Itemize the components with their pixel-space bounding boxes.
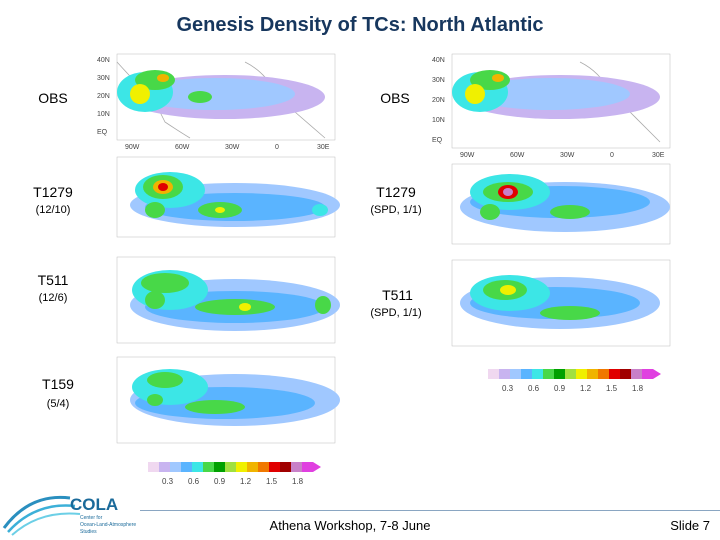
svg-text:90W: 90W bbox=[460, 152, 475, 159]
map-obs-left: 40N 30N 20N 10N EQ 90W 60W 30W 0 30E bbox=[97, 53, 336, 151]
svg-text:30N: 30N bbox=[432, 77, 445, 84]
colorbar-cell bbox=[302, 462, 313, 472]
colorbar-cell bbox=[247, 462, 258, 472]
map-t511-left bbox=[116, 256, 340, 344]
colorbar-cell bbox=[510, 369, 521, 379]
colorbar-left: 0.3 0.6 0.9 1.2 1.5 1.8 bbox=[148, 462, 321, 486]
panel-sub-t511-right: (SPD, 1/1) bbox=[370, 307, 422, 319]
svg-text:60W: 60W bbox=[175, 144, 190, 151]
colorbar-cell bbox=[565, 369, 576, 379]
panel-label-t159: T159 bbox=[42, 376, 74, 392]
svg-text:0: 0 bbox=[610, 152, 614, 159]
panel-label-t1279-left: T1279 bbox=[33, 184, 73, 200]
svg-text:0.3: 0.3 bbox=[502, 384, 514, 393]
svg-text:0: 0 bbox=[275, 144, 279, 151]
svg-text:0.6: 0.6 bbox=[528, 384, 540, 393]
slide-number: Slide 7 bbox=[670, 518, 710, 533]
map-t511-right bbox=[451, 259, 671, 347]
svg-text:20N: 20N bbox=[97, 93, 110, 100]
slide-title: Genesis Density of TCs: North Atlantic bbox=[176, 14, 544, 36]
svg-text:30W: 30W bbox=[225, 144, 240, 151]
cola-logo: COLA Center for Ocean-Land-Atmosphere St… bbox=[2, 495, 136, 536]
colorbar-right: 0.3 0.6 0.9 1.2 1.5 1.8 bbox=[488, 369, 661, 393]
panel-sub-t1279-right: (SPD, 1/1) bbox=[370, 204, 422, 216]
svg-text:30E: 30E bbox=[317, 144, 330, 151]
svg-text:Center for: Center for bbox=[80, 515, 103, 521]
colorbar-arrow bbox=[313, 462, 321, 472]
panel-sub-t159: (5/4) bbox=[46, 398, 70, 410]
svg-text:1.5: 1.5 bbox=[606, 384, 618, 393]
svg-text:COLA: COLA bbox=[70, 495, 118, 514]
colorbar-cell bbox=[576, 369, 587, 379]
svg-text:30E: 30E bbox=[652, 152, 665, 159]
colorbar-cell bbox=[521, 369, 532, 379]
panel-label-t511-right: T511 bbox=[382, 287, 413, 303]
colorbar-cell bbox=[214, 462, 225, 472]
svg-text:30W: 30W bbox=[560, 152, 575, 159]
panel-label-t1279-right: T1279 bbox=[376, 184, 416, 200]
svg-text:60W: 60W bbox=[510, 152, 525, 159]
colorbar-arrow bbox=[653, 369, 661, 379]
colorbar-cell bbox=[598, 369, 609, 379]
svg-text:Ocean-Land-Atmosphere: Ocean-Land-Atmosphere bbox=[80, 522, 136, 528]
colorbar-cell bbox=[225, 462, 236, 472]
svg-text:1.8: 1.8 bbox=[292, 477, 304, 486]
colorbar-cell bbox=[170, 462, 181, 472]
svg-text:EQ: EQ bbox=[97, 129, 108, 136]
svg-text:0.6: 0.6 bbox=[188, 477, 200, 486]
svg-text:30N: 30N bbox=[97, 75, 110, 82]
svg-text:40N: 40N bbox=[432, 57, 445, 64]
map-obs-right: 40N 30N 20N 10N EQ 90W 60W 30W 0 30E bbox=[432, 53, 671, 159]
colorbar-cell bbox=[488, 369, 499, 379]
svg-text:90W: 90W bbox=[125, 144, 140, 151]
panel-label-t511-left: T511 bbox=[37, 272, 69, 288]
colorbar-cell bbox=[159, 462, 170, 472]
panel-sub-t1279-left: (12/10) bbox=[35, 204, 71, 216]
colorbar-cell bbox=[642, 369, 653, 379]
map-t1279-right bbox=[451, 163, 671, 245]
map-t1279-left bbox=[116, 156, 340, 238]
footer-event: Athena Workshop, 7-8 June bbox=[269, 518, 431, 533]
svg-text:EQ: EQ bbox=[432, 137, 443, 144]
colorbar-cell bbox=[269, 462, 280, 472]
colorbar-cell bbox=[620, 369, 631, 379]
footer-divider bbox=[140, 510, 720, 511]
colorbar-cell bbox=[280, 462, 291, 472]
colorbar-cell bbox=[291, 462, 302, 472]
map-t159 bbox=[116, 356, 340, 444]
panel-label-obs-left: OBS bbox=[38, 90, 68, 106]
colorbar-cell bbox=[148, 462, 159, 472]
colorbar-cell bbox=[554, 369, 565, 379]
svg-text:1.8: 1.8 bbox=[632, 384, 644, 393]
colorbar-cell bbox=[192, 462, 203, 472]
svg-text:0.9: 0.9 bbox=[554, 384, 566, 393]
colorbar-cell bbox=[181, 462, 192, 472]
panel-sub-t511-left: (12/6) bbox=[38, 292, 68, 304]
colorbar-cell bbox=[543, 369, 554, 379]
svg-text:20N: 20N bbox=[432, 97, 445, 104]
colorbar-cell bbox=[609, 369, 620, 379]
svg-text:1.2: 1.2 bbox=[580, 384, 592, 393]
colorbar-cell bbox=[587, 369, 598, 379]
colorbar-cell bbox=[203, 462, 214, 472]
svg-text:0.9: 0.9 bbox=[214, 477, 226, 486]
colorbar-cell bbox=[631, 369, 642, 379]
svg-text:40N: 40N bbox=[97, 57, 110, 64]
svg-text:10N: 10N bbox=[97, 111, 110, 118]
panel-label-obs-right: OBS bbox=[380, 90, 410, 106]
colorbar-cell bbox=[532, 369, 543, 379]
svg-text:0.3: 0.3 bbox=[162, 477, 174, 486]
svg-text:10N: 10N bbox=[432, 117, 445, 124]
svg-text:1.2: 1.2 bbox=[240, 477, 252, 486]
svg-text:Studies: Studies bbox=[80, 529, 97, 535]
colorbar-cell bbox=[499, 369, 510, 379]
colorbar-cell bbox=[258, 462, 269, 472]
svg-text:1.5: 1.5 bbox=[266, 477, 278, 486]
colorbar-cell bbox=[236, 462, 247, 472]
